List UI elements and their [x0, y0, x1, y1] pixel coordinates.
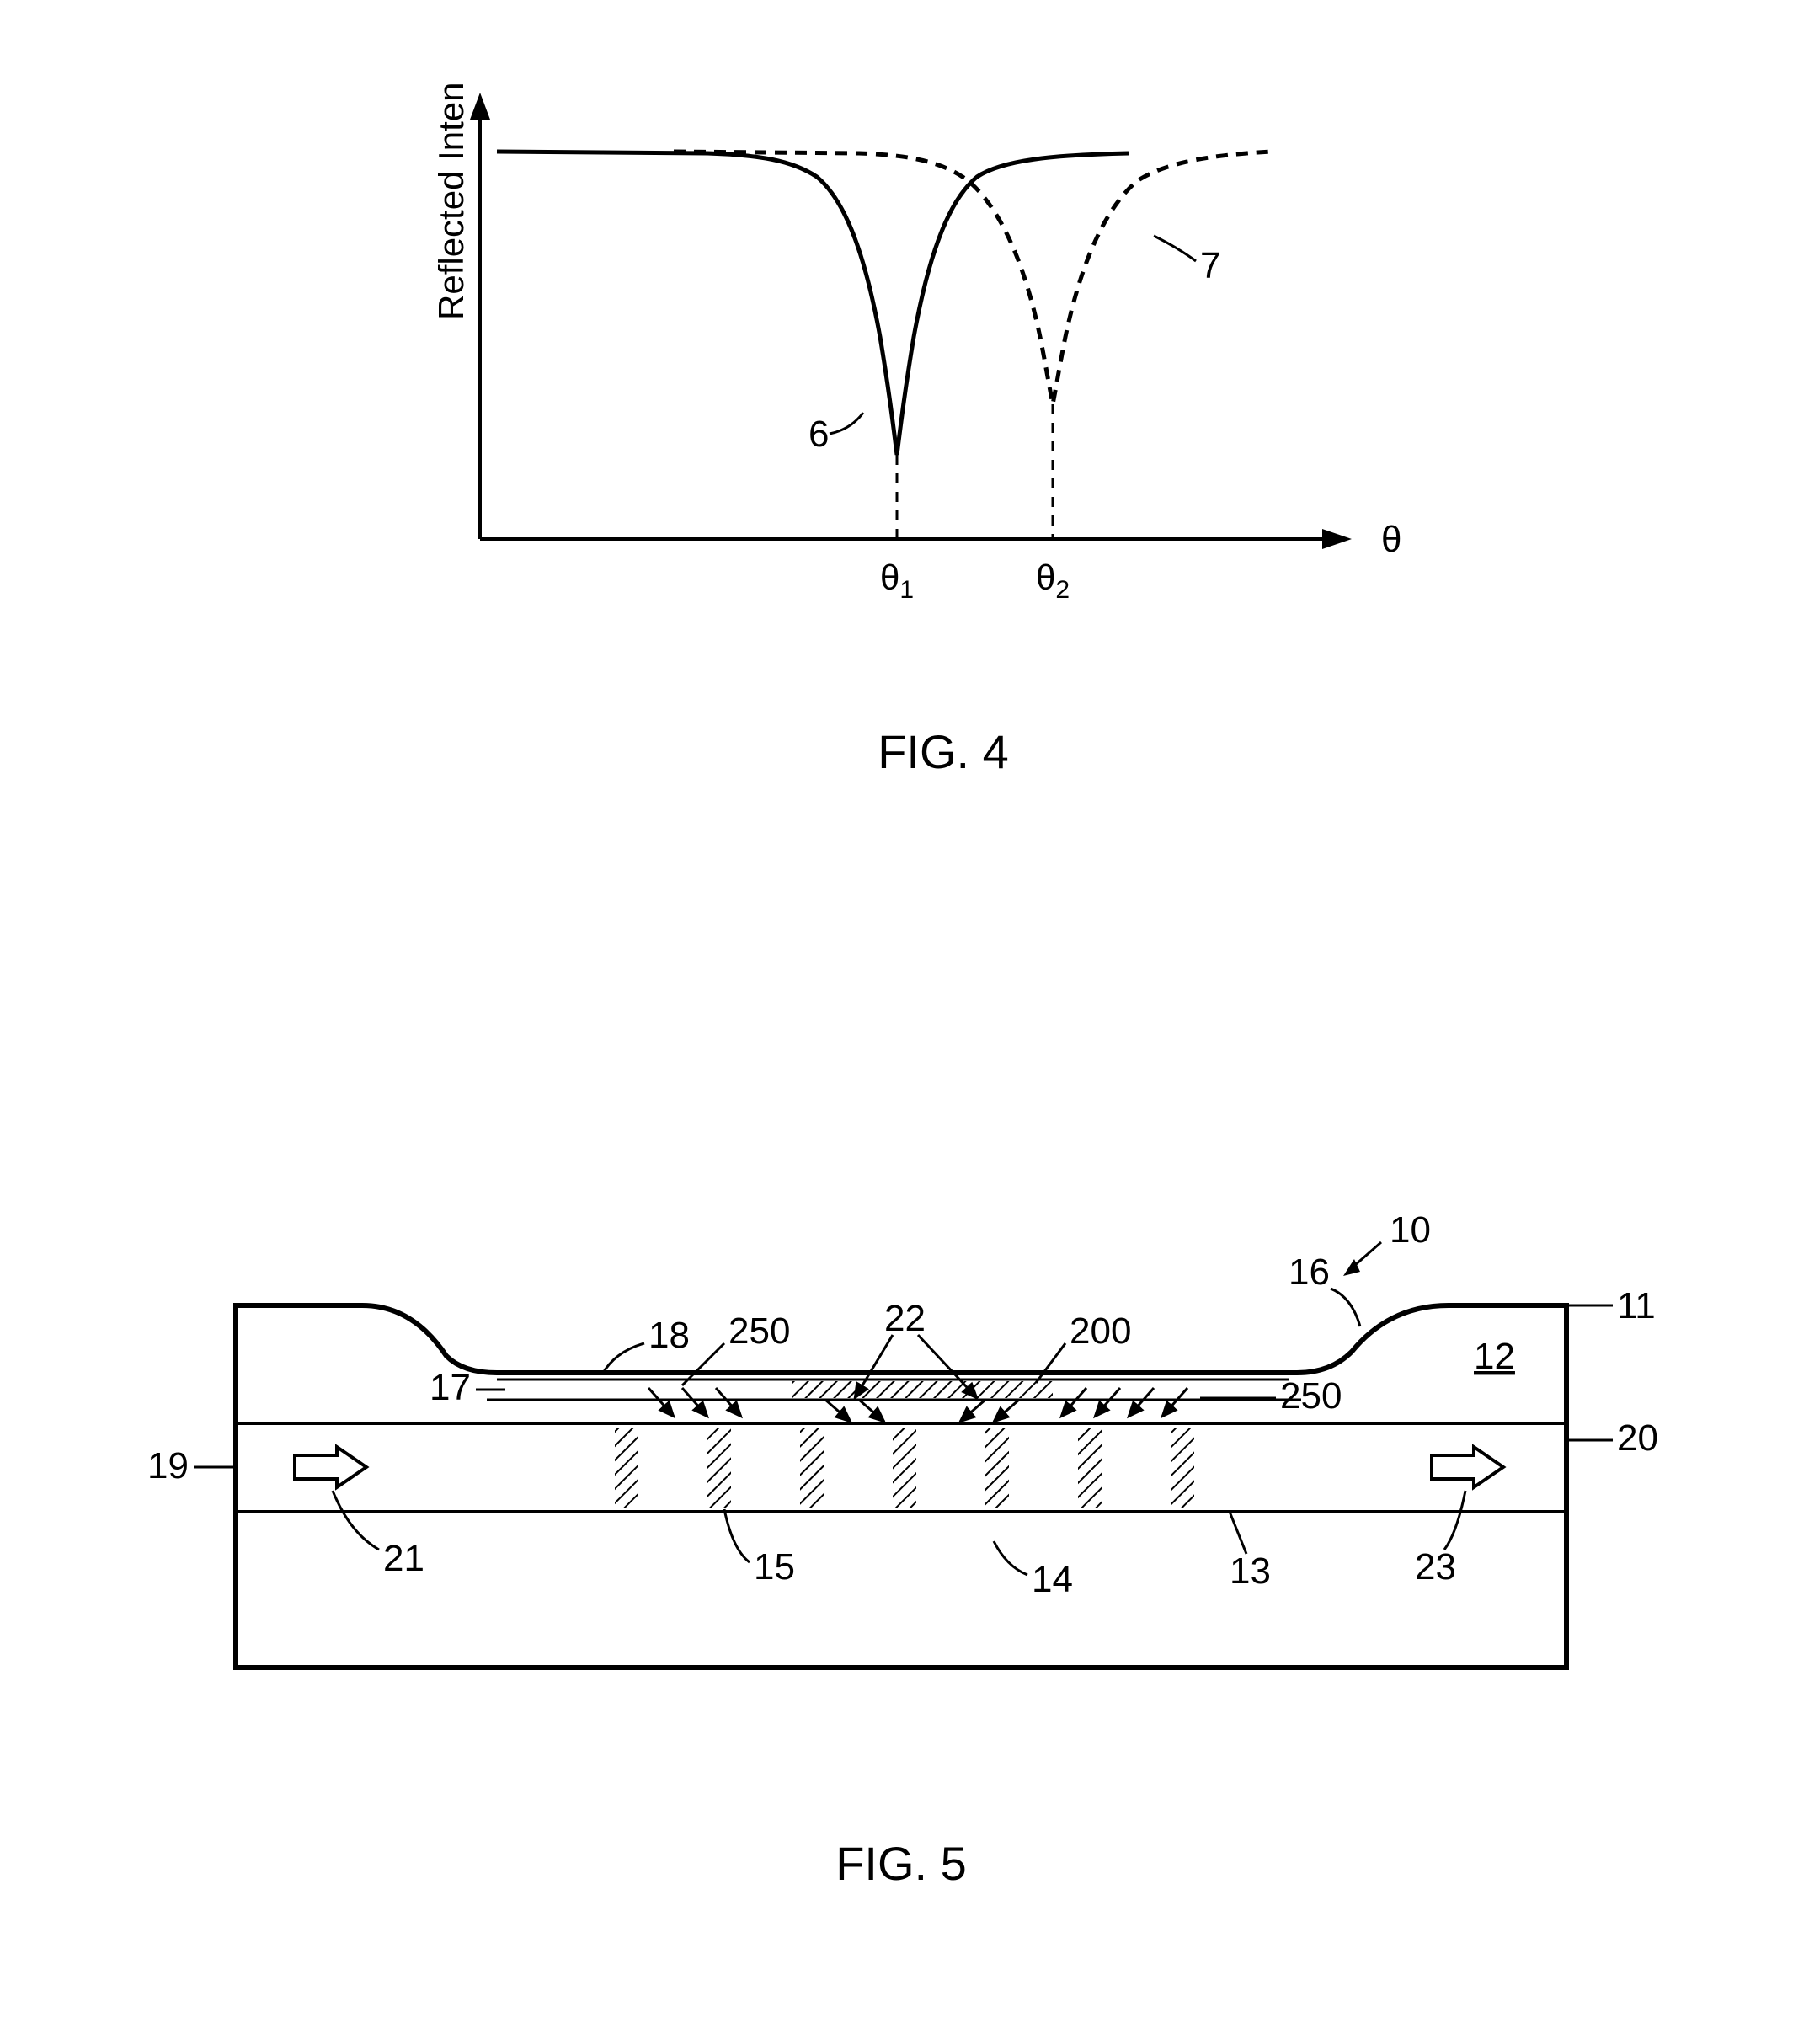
figure-5: 10 11 12 16 18 250 22 200 250	[135, 1196, 1668, 1870]
fig5-label-18: 18	[648, 1315, 690, 1356]
fig5-label-11: 11	[1617, 1285, 1656, 1326]
fig5-label-10: 10	[1390, 1209, 1431, 1251]
fig5-label-23: 23	[1415, 1546, 1456, 1588]
fig5-label-15: 15	[754, 1546, 795, 1588]
fig4-curve-solid	[497, 152, 1129, 455]
fig4-axes	[470, 93, 1352, 549]
fig5-label-21: 21	[383, 1538, 424, 1579]
fig4-tick-theta1: θ1	[880, 558, 914, 604]
fig4-label-7: 7	[1200, 245, 1220, 286]
fig5-grating	[615, 1428, 1194, 1508]
fig5-label-250b: 250	[1280, 1375, 1342, 1417]
fig5-leader-23	[1444, 1491, 1465, 1550]
fig5-label-200: 200	[1070, 1310, 1131, 1352]
fig5-caption: FIG. 5	[135, 1836, 1668, 1891]
fig5-leader-13	[1230, 1512, 1246, 1554]
fig4-y-axis-label: Reflected Intensity	[438, 84, 471, 320]
fig5-label-14: 14	[1032, 1559, 1073, 1600]
fig5-leader-18	[602, 1343, 644, 1374]
fig5-leader-15	[724, 1509, 750, 1562]
fig5-label-20: 20	[1617, 1417, 1658, 1459]
fig5-leader-200	[1036, 1343, 1065, 1383]
fig4-curve-dashed	[674, 152, 1272, 404]
fig5-flow-arrow-21	[295, 1447, 366, 1487]
fig5-svg: 10 11 12 16 18 250 22 200 250	[135, 1196, 1668, 1785]
fig4-leader-6	[830, 413, 863, 434]
fig4-label-6: 6	[808, 414, 829, 455]
fig4-tick-theta2: θ2	[1036, 558, 1070, 604]
fig5-leader-16	[1331, 1289, 1360, 1326]
figure-4: 6 7 Reflected Intensity θ θ1 θ2 FIG. 4	[438, 84, 1449, 716]
fig5-label-16: 16	[1289, 1251, 1330, 1293]
page: 6 7 Reflected Intensity θ θ1 θ2 FIG. 4	[34, 34, 1759, 2010]
fig4-svg: 6 7 Reflected Intensity θ θ1 θ2	[438, 84, 1449, 716]
fig5-label-19: 19	[147, 1445, 189, 1486]
fig4-caption: FIG. 4	[438, 724, 1449, 779]
fig5-label-22: 22	[884, 1298, 926, 1339]
fig5-label-13: 13	[1230, 1550, 1271, 1592]
fig5-label-12: 12	[1474, 1336, 1515, 1377]
fig5-leader-21	[333, 1491, 379, 1550]
fig4-x-axis-label: θ	[1381, 519, 1401, 560]
fig5-region-200	[792, 1381, 1053, 1398]
fig5-label-17: 17	[430, 1367, 471, 1408]
fig5-flow-arrow-23	[1432, 1447, 1503, 1487]
fig4-leader-7	[1154, 236, 1196, 261]
fig5-label-250a: 250	[728, 1310, 790, 1352]
fig5-leader-14	[994, 1541, 1027, 1575]
